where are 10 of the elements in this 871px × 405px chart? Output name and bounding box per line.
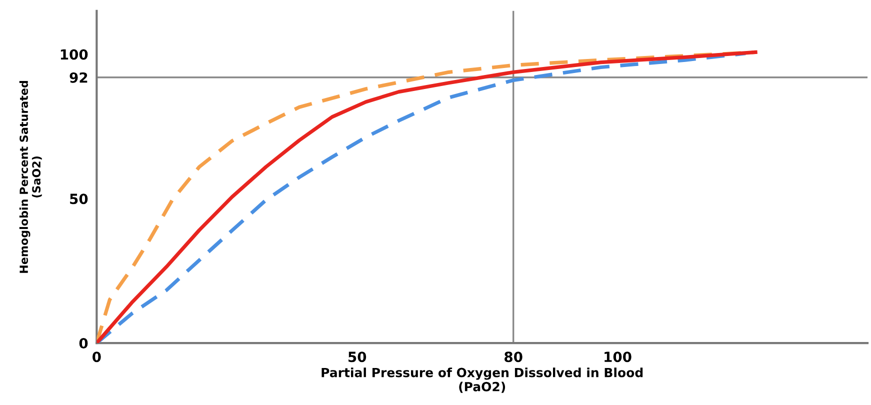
y-tick-label: 50 bbox=[70, 194, 88, 204]
y-tick-label: 0 bbox=[79, 338, 88, 349]
y-axis-title: Hemoglobin Percent Saturated (SaO2) bbox=[19, 80, 42, 273]
x-tick-label: 80 bbox=[504, 352, 522, 362]
x-tick-label: 0 bbox=[92, 352, 101, 362]
x-tick-label: 50 bbox=[348, 352, 366, 362]
x-axis-title: Partial Pressure of Oxygen Dissolved in Blood (PaO2) bbox=[322, 368, 643, 393]
x-tick-label: 100 bbox=[604, 352, 632, 362]
y-tick-label: 92 bbox=[70, 72, 88, 83]
y-tick-label: 100 bbox=[60, 49, 88, 60]
